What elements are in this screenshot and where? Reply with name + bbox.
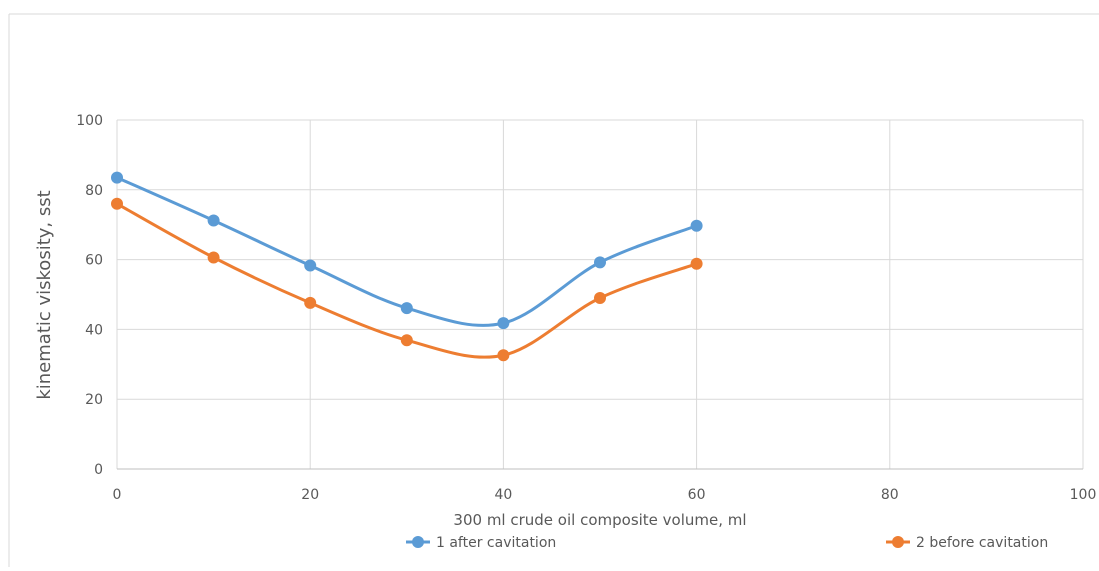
- series-1-point: [497, 317, 510, 330]
- y-tick-label: 40: [85, 322, 103, 338]
- series-1-point: [111, 171, 123, 184]
- x-tick-label: 80: [881, 487, 899, 503]
- legend: 1 after cavitation 2 before cavitation: [406, 535, 1048, 551]
- x-tick-label: 100: [1070, 487, 1097, 503]
- series-2-point: [497, 349, 510, 362]
- series-2-point: [111, 197, 123, 210]
- x-tick-label: 60: [688, 487, 706, 503]
- legend-marker-series-2: [892, 536, 904, 548]
- series-1-point: [400, 302, 413, 315]
- legend-item-series-2: 2 before cavitation: [886, 535, 1048, 551]
- y-tick-label: 20: [85, 392, 103, 408]
- x-tick-label: 20: [301, 487, 319, 503]
- legend-marker-series-1: [412, 536, 424, 548]
- series-group: [111, 171, 703, 362]
- y-tick-labels: 0 20 40 60 80 100: [76, 113, 103, 478]
- legend-label-series-2: 2 before cavitation: [916, 535, 1048, 551]
- y-tick-label: 60: [85, 253, 103, 269]
- series-2-point: [690, 257, 703, 270]
- x-tick-label: 40: [494, 487, 512, 503]
- x-tick-labels: 0 20 40 60 80 100: [113, 487, 1097, 503]
- series-1-point: [690, 219, 703, 232]
- series-2-point: [594, 291, 606, 304]
- y-tick-label: 0: [94, 462, 103, 478]
- series-2-point: [304, 296, 317, 309]
- series-1-point: [594, 256, 606, 269]
- y-axis-label: kinematic viskosity, sst: [34, 190, 55, 399]
- y-tick-label: 80: [85, 183, 103, 199]
- series-2-point: [400, 334, 413, 347]
- series-2-line: [115, 202, 699, 359]
- series-2-point: [207, 251, 220, 264]
- y-tick-label: 100: [76, 113, 103, 129]
- series-1-point: [304, 259, 317, 272]
- series-1-point: [207, 214, 220, 227]
- legend-label-series-1: 1 after cavitation: [436, 535, 556, 551]
- x-axis-label: 300 ml crude oil composite volume, ml: [453, 511, 746, 529]
- legend-item-series-1: 1 after cavitation: [406, 535, 556, 551]
- x-tick-label: 0: [113, 487, 122, 503]
